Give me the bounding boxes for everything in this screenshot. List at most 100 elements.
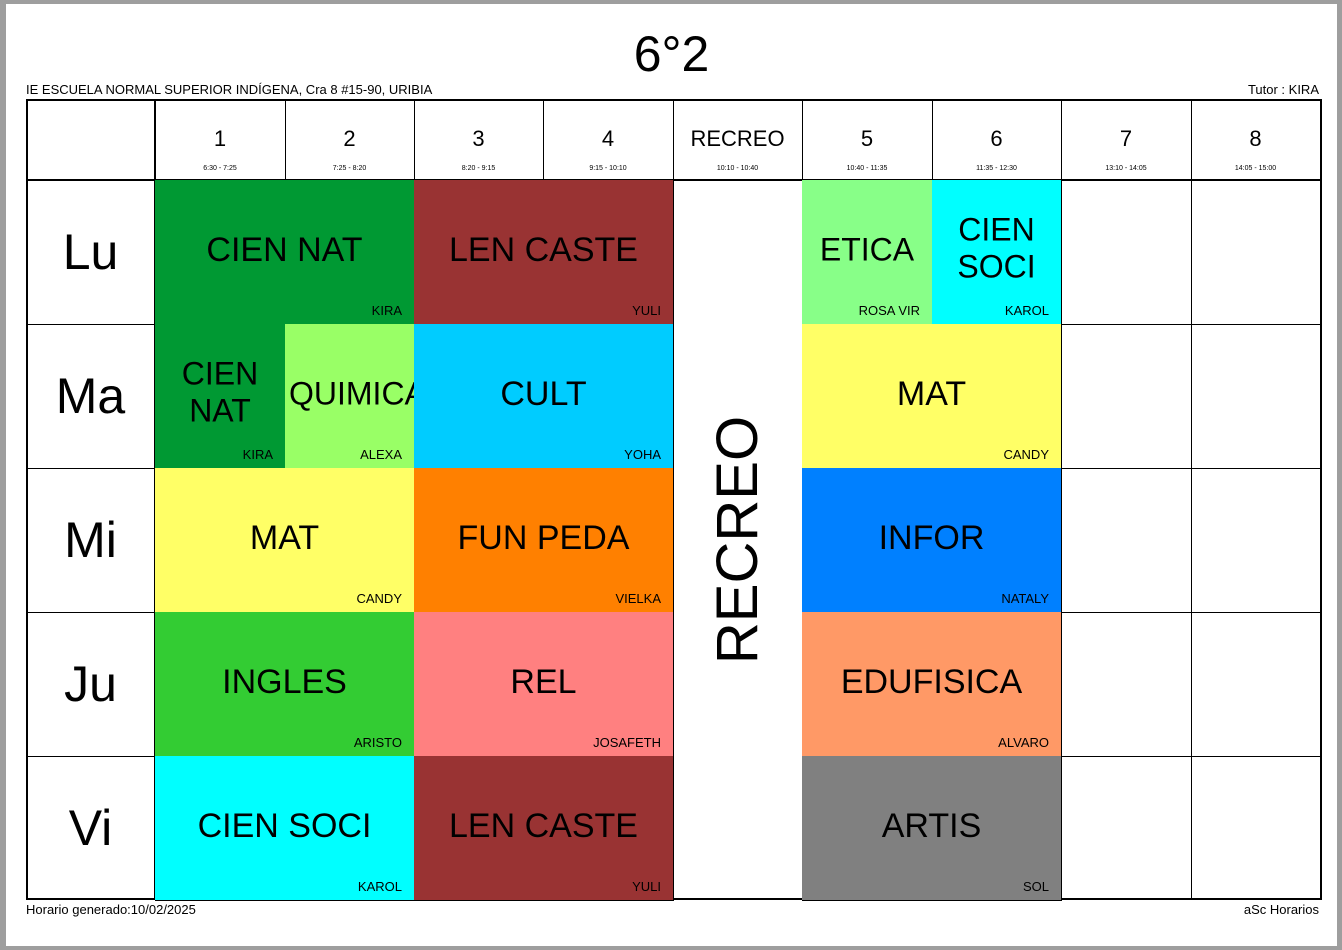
lesson-cell[interactable]: ETICA ROSA VIR [802,180,933,325]
lesson-cell[interactable]: REL JOSAFETH [414,612,674,757]
lesson-teacher: VIELKA [615,591,661,606]
grid-line [802,612,1322,613]
period-time: 7:25 - 8:20 [332,165,367,172]
lesson-subject: CULT [500,375,587,414]
grid-line [1320,99,1322,900]
lesson-teacher: KAROL [1004,303,1049,318]
period-number: 2 [343,126,356,151]
lesson-subject: FUN PEDA [457,519,630,558]
lesson-subject: INGLES [222,663,347,702]
period-time: 9:15 - 10:10 [589,165,627,172]
lesson-teacher: ALVARO [998,735,1049,750]
lesson-subject: CIEN SOCI [957,211,1036,285]
lesson-subject: REL [510,663,577,702]
period-time: 11:35 - 12:30 [976,165,1017,172]
lesson-teacher: KAROL [357,879,402,894]
lesson-subject: INFOR [878,519,985,558]
lesson-teacher: KIRA [371,303,402,318]
lesson-teacher: SOL [1022,879,1049,894]
lesson-teacher: ALEXA [360,447,402,462]
period-header: 6 11:35 - 12:30 [932,99,1061,179]
day-label: Mi [64,512,117,568]
lesson-teacher: JOSAFETH [593,735,661,750]
lesson-cell[interactable]: MAT CANDY [155,468,415,613]
lesson-cell[interactable]: INGLES ARISTO [155,612,415,757]
period-header: 8 14:05 - 15:00 [1191,99,1320,179]
period-header: 3 8:20 - 9:15 [414,99,543,179]
period-header: 7 13:10 - 14:05 [1061,99,1191,179]
period-header: RECREO 10:10 - 10:40 [673,99,802,179]
lesson-teacher: CANDY [356,591,402,606]
grid-line [26,99,28,900]
period-number: 5 [860,126,874,151]
app-brand: aSc Horarios [1243,902,1319,917]
day-label: Ma [55,368,126,424]
page-title: 6°2 [633,26,710,82]
period-time: 13:10 - 14:05 [1105,165,1147,172]
period-number: 4 [601,126,615,151]
grid-line [26,179,1322,181]
lesson-cell[interactable]: CIEN SOCI KAROL [932,180,1062,325]
grid-line [802,324,1322,325]
day-label: Vi [68,800,113,856]
lesson-subject: LEN CASTE [449,807,638,846]
lesson-teacher: CANDY [1003,447,1049,462]
period-header: 1 6:30 - 7:25 [155,99,285,179]
period-number: 6 [990,126,1003,151]
period-number: RECREO [690,126,785,151]
lesson-subject: MAT [249,519,320,558]
lesson-cell[interactable]: MAT CANDY [802,324,1062,469]
recreo-label: RECREO [704,415,770,665]
recreo-column: RECREO [673,180,802,900]
day-label: Lu [62,224,119,280]
lesson-teacher: YULI [632,303,661,318]
period-number: 8 [1249,126,1262,151]
lesson-cell[interactable]: CIEN NAT KIRA [155,180,415,325]
timetable-sheet: 6°2 IE ESCUELA NORMAL SUPERIOR INDÍGENA,… [6,4,1337,946]
grid-line [802,468,1322,469]
lesson-teacher: ROSA VIR [858,303,920,318]
lesson-cell[interactable]: LEN CASTE YULI [414,180,674,325]
period-time: 10:10 - 10:40 [716,165,759,172]
tutor-info: Tutor : KIRA [1247,82,1319,97]
lesson-cell[interactable]: CIEN SOCI KAROL [155,756,415,901]
lesson-cell[interactable]: CULT YOHA [414,324,674,469]
lesson-cell[interactable]: CIEN NAT KIRA [155,324,286,469]
lesson-cell[interactable]: QUIMICA ALEXA [285,324,426,469]
grid-line [1191,99,1192,900]
lesson-cell[interactable]: LEN CASTE YULI [414,756,674,901]
lesson-cell[interactable]: FUN PEDA VIELKA [414,468,674,613]
grid-line [802,756,1322,757]
generated-date: Horario generado:10/02/2025 [26,902,196,917]
lesson-teacher: ARISTO [353,735,402,750]
lesson-subject: CIEN NAT [181,355,259,429]
period-time: 8:20 - 9:15 [461,165,496,172]
lesson-subject: QUIMICA [289,375,426,412]
period-time: 10:40 - 11:35 [846,165,888,172]
grid-line [26,898,1322,900]
lesson-cell[interactable]: ARTIS SOL [802,756,1062,901]
period-number: 1 [213,126,227,151]
lesson-cell[interactable]: INFOR NATALY [802,468,1062,613]
timetable-grid: RECREO 1 6:30 - 7:25 2 7:25 - 8:20 3 8:20 - 9… [26,99,1322,901]
lesson-subject: CIEN SOCI [197,807,372,846]
lesson-subject: ETICA [819,231,915,268]
lesson-subject: ARTIS [881,807,982,846]
period-number: 7 [1119,126,1133,151]
lesson-cell[interactable]: EDUFISICA ALVARO [802,612,1062,757]
lesson-teacher: KIRA [242,447,273,462]
lesson-teacher: YULI [632,879,661,894]
period-header: 5 10:40 - 11:35 [802,99,932,179]
lesson-teacher: YOHA [624,447,661,462]
lesson-subject: LEN CASTE [449,231,638,270]
period-header: 2 7:25 - 8:20 [285,99,414,179]
lesson-subject: CIEN NAT [206,231,363,270]
lesson-subject: EDUFISICA [840,663,1023,702]
grid-line [26,99,1322,101]
school-info: IE ESCUELA NORMAL SUPERIOR INDÍGENA, Cra… [26,82,433,97]
lesson-subject: MAT [896,375,967,414]
period-time: 6:30 - 7:25 [203,165,237,172]
period-time: 14:05 - 15:00 [1234,165,1277,172]
period-number: 3 [472,126,485,151]
lesson-teacher: NATALY [1001,591,1049,606]
